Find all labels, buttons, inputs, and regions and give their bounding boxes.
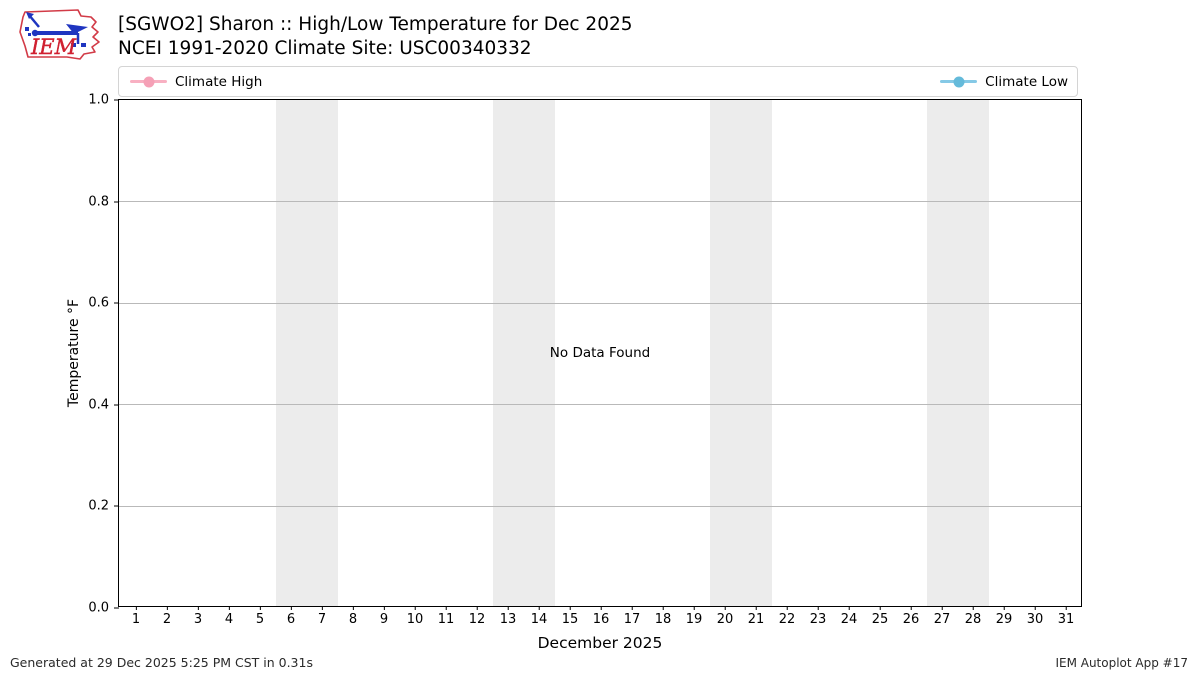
y-tick: 0.6 bbox=[88, 296, 119, 311]
climate-high-line-marker-icon bbox=[130, 76, 167, 87]
weekend-band bbox=[709, 100, 772, 606]
x-tick: 13 bbox=[500, 606, 516, 627]
gridline bbox=[119, 201, 1081, 202]
legend-entry-climate-high: Climate High bbox=[130, 74, 262, 90]
x-tick: 19 bbox=[686, 606, 702, 627]
generated-timestamp: Generated at 29 Dec 2025 5:25 PM CST in … bbox=[10, 655, 313, 670]
x-tick: 26 bbox=[903, 606, 919, 627]
x-tick: 25 bbox=[872, 606, 888, 627]
gridline bbox=[119, 506, 1081, 507]
legend: Climate High Climate Low bbox=[118, 66, 1078, 97]
y-tick: 1.0 bbox=[88, 93, 119, 108]
x-tick: 8 bbox=[349, 606, 357, 627]
weekend-band bbox=[275, 100, 338, 606]
logo-text: IEM bbox=[30, 35, 77, 59]
x-tick: 9 bbox=[380, 606, 388, 627]
x-tick: 27 bbox=[934, 606, 950, 627]
y-axis-label: Temperature °F bbox=[66, 298, 82, 408]
x-tick: 21 bbox=[748, 606, 764, 627]
x-tick: 29 bbox=[996, 606, 1012, 627]
x-tick: 2 bbox=[163, 606, 171, 627]
y-tick: 0.4 bbox=[88, 398, 119, 413]
weekend-band bbox=[492, 100, 555, 606]
gridline bbox=[119, 404, 1081, 405]
x-tick: 11 bbox=[438, 606, 454, 627]
app-credit: IEM Autoplot App #17 bbox=[1055, 656, 1188, 670]
x-tick: 16 bbox=[593, 606, 609, 627]
x-tick: 5 bbox=[256, 606, 264, 627]
x-tick: 10 bbox=[407, 606, 423, 627]
x-tick: 28 bbox=[965, 606, 981, 627]
x-tick: 7 bbox=[318, 606, 326, 627]
x-tick: 20 bbox=[717, 606, 733, 627]
x-tick: 15 bbox=[562, 606, 578, 627]
gridline bbox=[119, 303, 1081, 304]
x-tick: 3 bbox=[194, 606, 202, 627]
weathervane-icon bbox=[25, 12, 88, 47]
x-tick: 6 bbox=[287, 606, 295, 627]
chart-title: [SGWO2] Sharon :: High/Low Temperature f… bbox=[118, 14, 633, 35]
y-tick: 0.0 bbox=[88, 601, 119, 616]
x-tick: 1 bbox=[132, 606, 140, 627]
x-tick: 18 bbox=[655, 606, 671, 627]
weekend-band bbox=[926, 100, 989, 606]
chart-subtitle: NCEI 1991-2020 Climate Site: USC00340332 bbox=[118, 38, 532, 59]
x-tick: 31 bbox=[1058, 606, 1074, 627]
no-data-annotation: No Data Found bbox=[549, 345, 651, 361]
x-tick: 30 bbox=[1027, 606, 1043, 627]
legend-label-climate-high: Climate High bbox=[175, 73, 263, 90]
x-tick: 22 bbox=[779, 606, 795, 627]
plot-area: No Data Found 1.0 0.8 0.6 0.4 0.2 0.0 1 … bbox=[88, 93, 1082, 627]
x-tick: 23 bbox=[810, 606, 826, 627]
x-tick: 4 bbox=[225, 606, 233, 627]
x-tick: 24 bbox=[841, 606, 857, 627]
legend-label-climate-low: Climate Low bbox=[985, 73, 1068, 90]
legend-entry-climate-low: Climate Low bbox=[940, 74, 1068, 90]
x-tick: 17 bbox=[624, 606, 640, 627]
y-tick: 0.8 bbox=[88, 195, 119, 210]
x-axis-label: December 2025 bbox=[537, 634, 663, 652]
climate-low-line-marker-icon bbox=[940, 76, 978, 87]
x-tick: 14 bbox=[531, 606, 547, 627]
iem-logo: IEM bbox=[19, 9, 100, 60]
x-tick: 12 bbox=[469, 606, 485, 627]
y-tick: 0.2 bbox=[88, 499, 119, 514]
title-block: [SGWO2] Sharon :: High/Low Temperature f… bbox=[118, 13, 633, 61]
